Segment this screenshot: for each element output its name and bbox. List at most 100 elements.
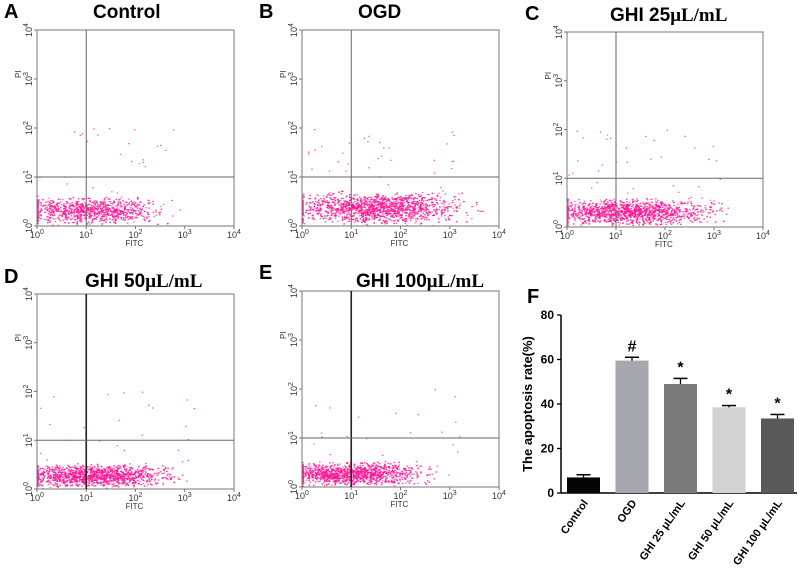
dot bbox=[148, 215, 150, 218]
dot bbox=[364, 203, 366, 205]
dot bbox=[375, 214, 378, 217]
dot bbox=[598, 216, 600, 218]
dot bbox=[93, 485, 96, 487]
dot bbox=[356, 198, 358, 200]
dot bbox=[129, 217, 131, 219]
dot bbox=[396, 208, 398, 210]
x-tick-label: 100 bbox=[560, 230, 574, 241]
dot bbox=[362, 206, 364, 208]
dot bbox=[367, 204, 369, 206]
dot bbox=[109, 478, 111, 480]
dot bbox=[610, 205, 612, 208]
dot bbox=[585, 215, 587, 217]
dot bbox=[110, 477, 112, 479]
dot bbox=[358, 204, 360, 207]
outlier-dot bbox=[672, 185, 675, 187]
dot bbox=[430, 198, 433, 201]
dot bbox=[349, 199, 351, 202]
dot bbox=[74, 477, 76, 479]
dot bbox=[328, 207, 330, 209]
dot bbox=[96, 208, 99, 210]
dot bbox=[595, 218, 598, 220]
y-tick-label: 103 bbox=[553, 74, 564, 88]
dot bbox=[93, 211, 96, 213]
dot bbox=[72, 196, 75, 199]
dot bbox=[380, 202, 382, 205]
dot bbox=[660, 205, 663, 207]
dot bbox=[135, 470, 137, 472]
dot bbox=[47, 200, 49, 202]
dot bbox=[72, 203, 75, 206]
dot bbox=[54, 220, 57, 223]
dot bbox=[77, 217, 80, 219]
dot bbox=[584, 202, 587, 205]
dot bbox=[629, 203, 631, 205]
dot bbox=[370, 199, 372, 201]
dot bbox=[421, 201, 423, 203]
dot bbox=[638, 214, 640, 216]
dot bbox=[641, 217, 644, 219]
dot bbox=[83, 208, 86, 210]
dot bbox=[95, 207, 97, 209]
dot bbox=[606, 213, 608, 215]
dot bbox=[377, 202, 380, 205]
dot bbox=[139, 474, 142, 476]
dot bbox=[389, 205, 392, 207]
dot bbox=[420, 214, 422, 216]
dot bbox=[394, 205, 397, 207]
dot bbox=[389, 200, 391, 203]
dot bbox=[437, 218, 440, 220]
dot bbox=[69, 211, 72, 213]
dot bbox=[102, 211, 105, 214]
tick-exponent: 2 bbox=[668, 230, 672, 237]
dot bbox=[677, 203, 679, 206]
dot bbox=[50, 475, 52, 477]
dot bbox=[577, 212, 580, 214]
dot bbox=[114, 485, 116, 487]
dot bbox=[66, 481, 68, 483]
dot bbox=[87, 208, 90, 210]
dot bbox=[53, 470, 56, 472]
dot bbox=[418, 215, 421, 218]
dot bbox=[408, 194, 411, 197]
outlier-dot bbox=[111, 191, 113, 193]
dot bbox=[109, 475, 111, 477]
dot bbox=[661, 203, 663, 205]
dot bbox=[133, 477, 136, 480]
dot bbox=[638, 224, 640, 226]
dot bbox=[719, 209, 722, 211]
dot bbox=[55, 208, 57, 210]
dot bbox=[166, 470, 168, 472]
outlier-dot bbox=[454, 204, 456, 206]
dot bbox=[622, 212, 625, 214]
dot bbox=[408, 196, 411, 198]
dot bbox=[113, 212, 115, 214]
dot bbox=[455, 206, 458, 208]
dot bbox=[140, 473, 142, 475]
dot bbox=[695, 214, 697, 216]
dot bbox=[626, 207, 629, 209]
dot bbox=[429, 198, 431, 200]
dot bbox=[652, 220, 654, 222]
dot bbox=[356, 217, 359, 220]
dot bbox=[385, 198, 388, 200]
dot bbox=[452, 207, 455, 209]
dot bbox=[415, 211, 417, 213]
dot bbox=[58, 215, 60, 217]
dot bbox=[390, 212, 392, 214]
dot bbox=[571, 208, 574, 210]
outlier-dot bbox=[156, 145, 159, 147]
dot bbox=[101, 477, 103, 479]
dot bbox=[128, 470, 130, 472]
dot bbox=[117, 215, 120, 217]
dot bbox=[386, 222, 388, 224]
dot bbox=[360, 210, 362, 212]
dot bbox=[117, 216, 120, 218]
dot bbox=[122, 200, 124, 202]
dot bbox=[610, 216, 612, 218]
dot bbox=[331, 205, 333, 207]
dot bbox=[78, 469, 81, 471]
dot bbox=[46, 481, 49, 483]
dot bbox=[410, 206, 413, 208]
dot bbox=[411, 201, 414, 203]
